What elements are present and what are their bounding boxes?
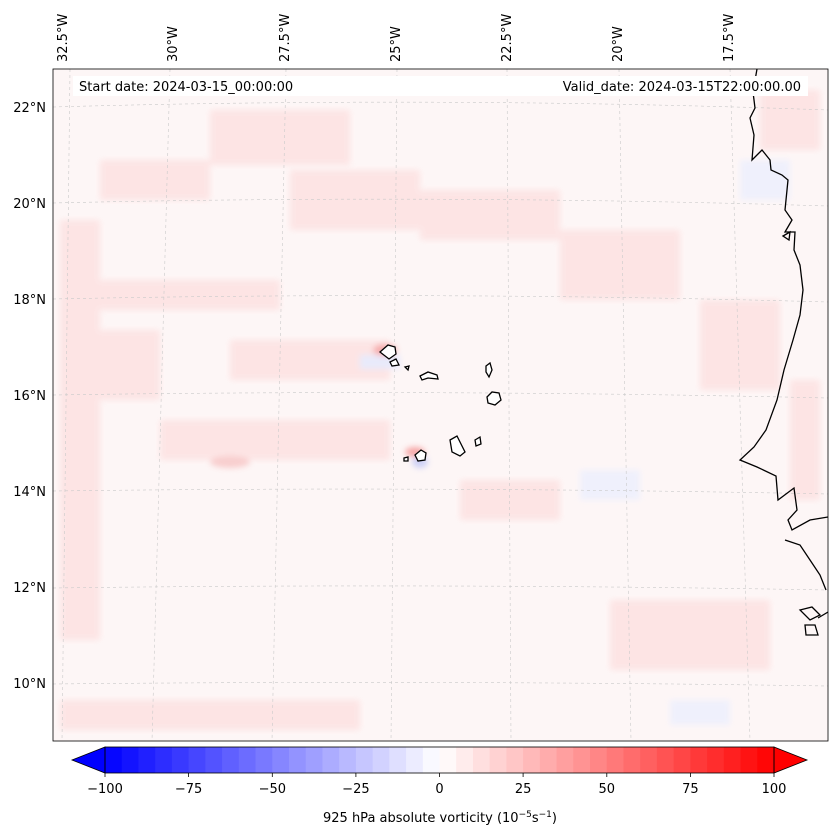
colorbar-cell xyxy=(656,747,675,773)
colorbar-cell xyxy=(523,747,541,773)
colorbar-cell xyxy=(372,747,390,773)
sao-vicente-island xyxy=(389,358,400,367)
date-labels: Start date: 2024-03-15_00:00:00 Valid_da… xyxy=(73,76,808,96)
lon-label-25w: 25°W xyxy=(389,26,404,62)
colorbar-cell xyxy=(272,747,290,773)
lat-label-20n: 20°N xyxy=(13,197,46,212)
colorbar-cell xyxy=(121,747,140,773)
colorbar-ticks xyxy=(104,773,775,777)
lon-label-20w: 20°W xyxy=(611,26,626,62)
santiago-island xyxy=(449,435,466,457)
colorbar-cell xyxy=(623,747,641,773)
cb-tick-label: −50 xyxy=(259,782,286,797)
colorbar-extend-high xyxy=(773,746,809,774)
vorticity-field xyxy=(60,90,820,730)
brava-island xyxy=(403,456,409,462)
colorbar-cell xyxy=(322,747,340,773)
colorbar-cell xyxy=(740,747,758,773)
cb-tick-label: 25 xyxy=(515,782,532,797)
colorbar-cell xyxy=(556,747,574,773)
colorbar-cell xyxy=(690,747,708,773)
boa-vista-island xyxy=(486,391,502,406)
lon-gridlines xyxy=(61,68,751,742)
colorbar-cell xyxy=(406,747,424,773)
sao-nicolau-island xyxy=(419,371,439,381)
cape-verde-islands xyxy=(378,344,502,462)
colorbar-cell xyxy=(188,747,206,773)
colorbar-extend-low xyxy=(70,746,106,774)
lat-label-14n: 14°N xyxy=(13,485,46,500)
lat-labels: 22°N 20°N 18°N 16°N 14°N 12°N 10°N xyxy=(13,101,46,692)
colorbar-cell xyxy=(339,747,357,773)
cb-tick-label: 50 xyxy=(599,782,616,797)
colorbar-cell xyxy=(606,747,625,773)
lat-label-10n: 10°N xyxy=(13,677,46,692)
colorbar-cell xyxy=(205,747,223,773)
cb-tick-label: −100 xyxy=(87,782,123,797)
colorbar-cell xyxy=(255,747,273,773)
lat-label-12n: 12°N xyxy=(13,581,46,596)
cb-tick-label: 75 xyxy=(682,782,699,797)
colorbar-cell xyxy=(757,747,775,773)
lat-label-18n: 18°N xyxy=(13,293,46,308)
colorbar-cell xyxy=(222,747,240,773)
africa-coastline xyxy=(738,69,828,531)
cb-tick-label: −25 xyxy=(342,782,369,797)
colorbar-cell xyxy=(489,747,507,773)
cb-tick-label: 100 xyxy=(762,782,787,797)
colorbar-cell xyxy=(288,747,307,773)
colorbar-cell xyxy=(422,747,441,773)
santo-antao-island xyxy=(378,344,397,360)
colorbar-cell xyxy=(707,747,725,773)
lat-gridlines xyxy=(52,101,829,687)
colorbar-cell xyxy=(305,747,324,773)
sal-island xyxy=(485,361,493,379)
fogo-island xyxy=(414,449,427,462)
lon-label-22-5w: 22.5°W xyxy=(500,14,515,62)
colorbar-cell xyxy=(456,747,474,773)
colorbar-tick-labels: −100 −75 −50 −25 0 25 50 75 100 xyxy=(87,782,786,797)
coastline xyxy=(738,69,828,636)
colorbar-cell xyxy=(439,747,457,773)
colorbar-cell xyxy=(155,747,173,773)
colorbar-cells xyxy=(105,747,775,773)
colorbar-label: 925 hPa absolute vorticity (10−5s−1) xyxy=(323,810,557,826)
colorbar-cell xyxy=(389,747,407,773)
lon-label-27-5w: 27.5°W xyxy=(278,14,293,62)
maio-island xyxy=(474,435,482,447)
map-frame xyxy=(52,68,829,742)
colorbar-cell xyxy=(673,747,691,773)
lat-label-16n: 16°N xyxy=(13,389,46,404)
colorbar-cell xyxy=(723,747,742,773)
lon-label-32-5w: 32.5°W xyxy=(56,14,71,62)
colorbar-cell xyxy=(640,747,658,773)
lon-label-30w: 30°W xyxy=(166,26,181,62)
lat-label-22n: 22°N xyxy=(13,101,46,116)
valid-date-label: Valid_date: 2024-03-15T22:00:00.00 xyxy=(563,80,801,95)
colorbar-cell xyxy=(171,747,190,773)
colorbar-cell xyxy=(506,747,524,773)
colorbar-cell xyxy=(105,747,123,773)
colorbar-cell xyxy=(238,747,257,773)
colorbar-cell xyxy=(539,747,558,773)
map-panel xyxy=(52,68,829,742)
cb-tick-label: −75 xyxy=(175,782,202,797)
colorbar-cell xyxy=(355,747,374,773)
colorbar-cell xyxy=(573,747,591,773)
colorbar-cell xyxy=(472,747,491,773)
lon-labels: 32.5°W 30°W 27.5°W 25°W 22.5°W 20°W 17.5… xyxy=(56,14,737,62)
colorbar: −100 −75 −50 −25 0 25 50 75 100 925 hPa … xyxy=(70,746,809,826)
colorbar-cell xyxy=(138,747,156,773)
lon-label-17-5w: 17.5°W xyxy=(722,14,737,62)
start-date-label: Start date: 2024-03-15_00:00:00 xyxy=(79,80,293,95)
cb-tick-label: 0 xyxy=(435,782,443,797)
colorbar-cell xyxy=(590,747,608,773)
